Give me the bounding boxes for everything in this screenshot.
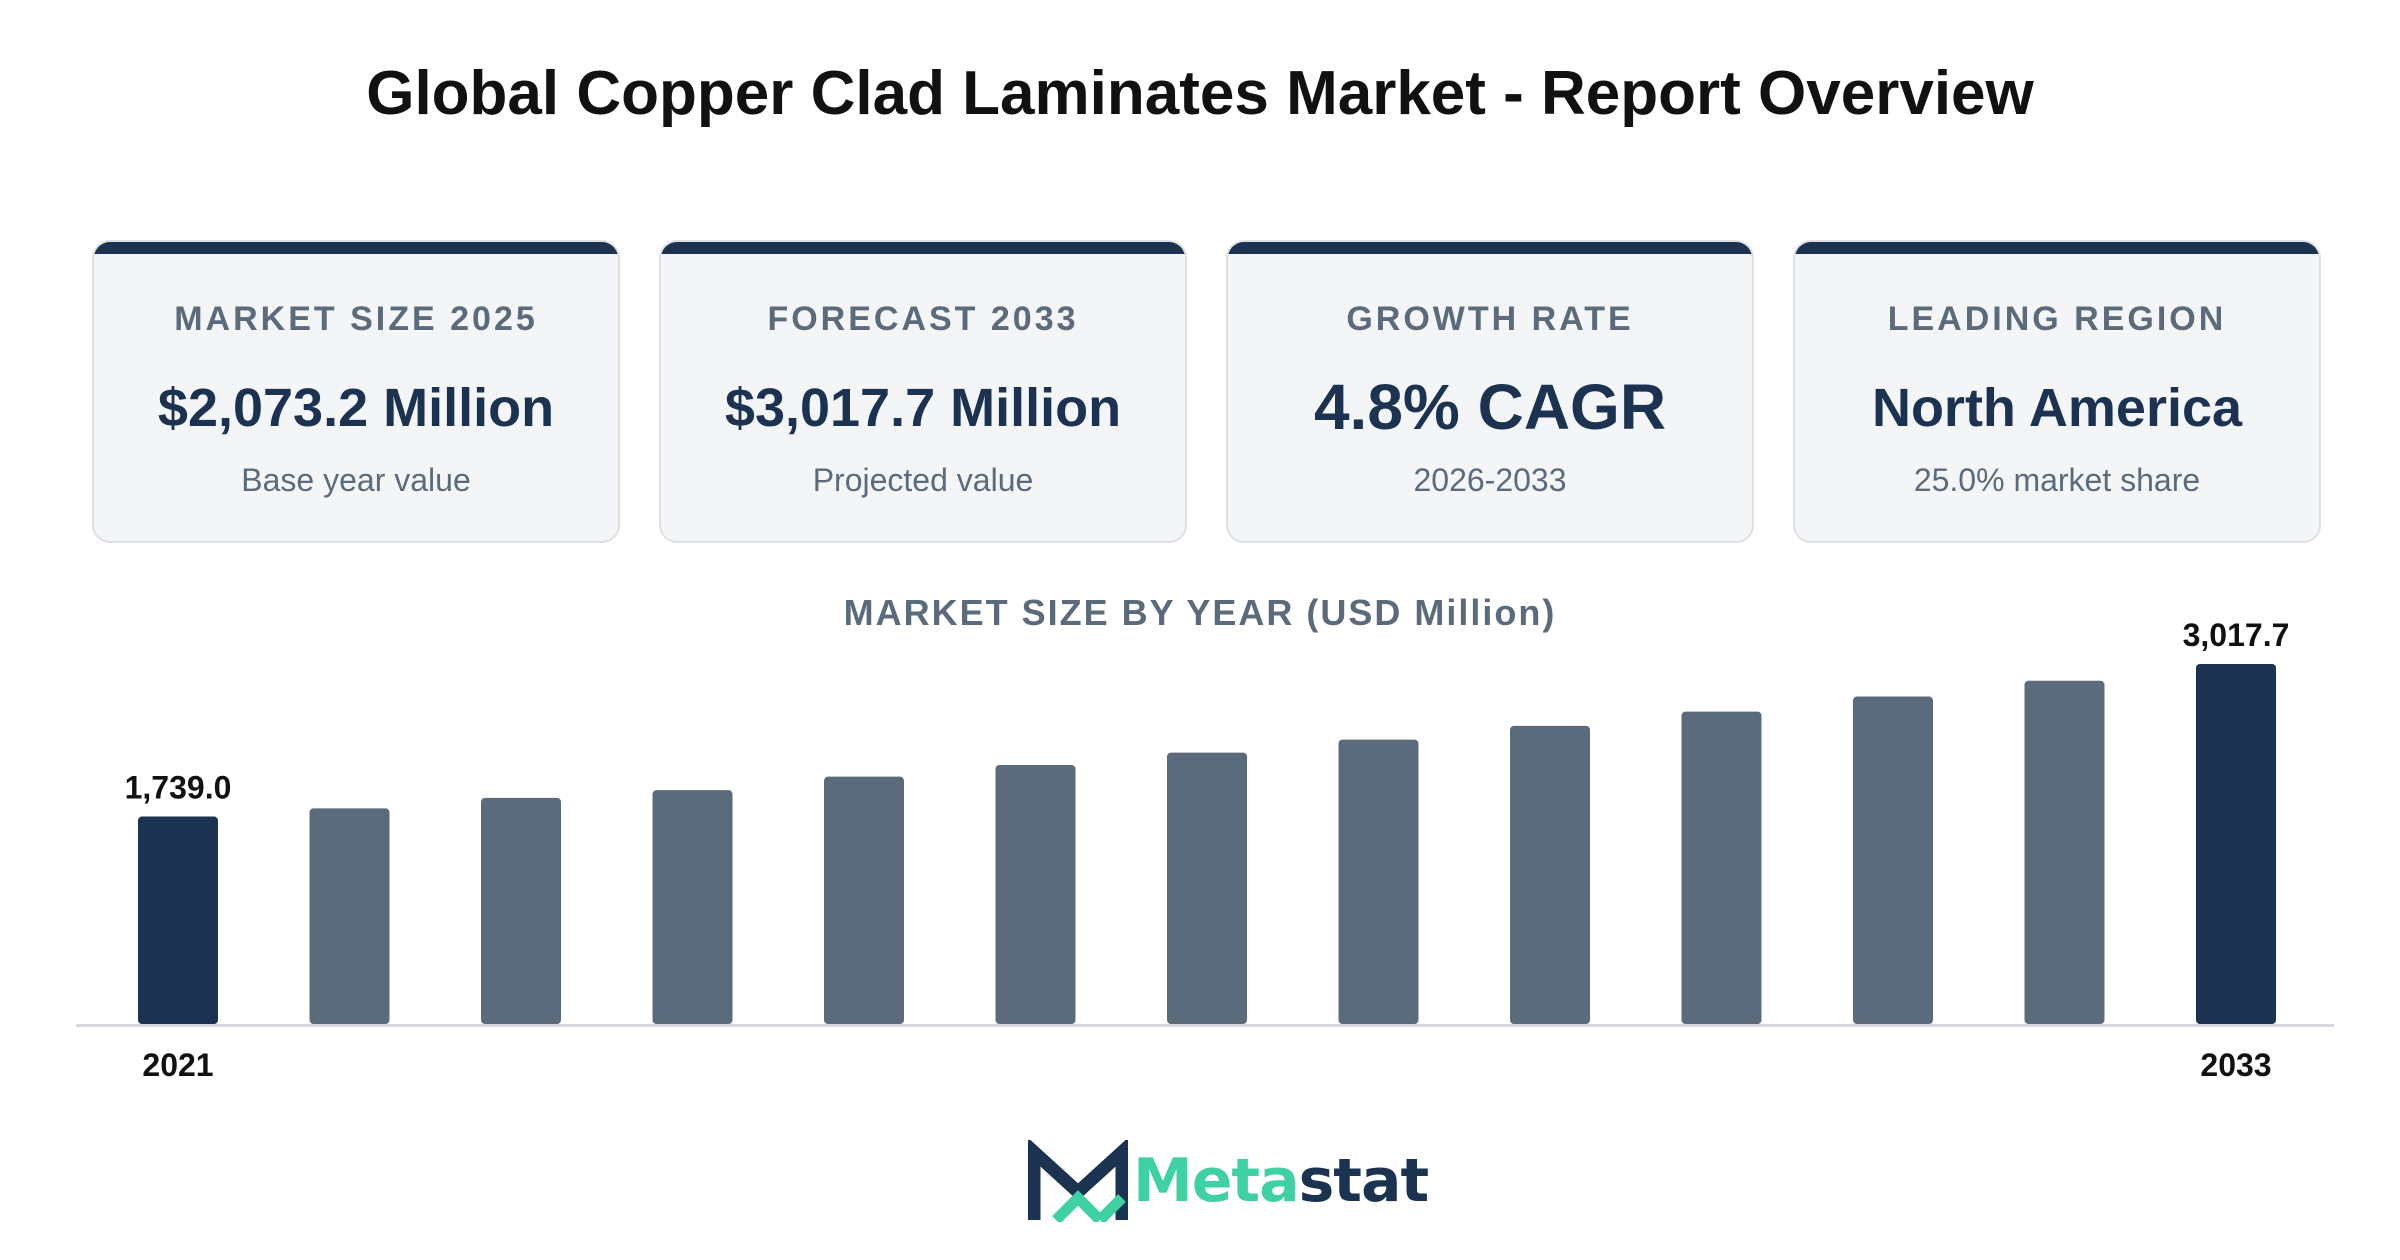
card-value: $3,017.7 Million <box>724 378 1122 438</box>
chart-title: MARKET SIZE BY YEAR (USD Million) <box>843 592 1557 633</box>
logo-word-stat: stat <box>1298 1146 1430 1216</box>
x-tick-label-last: 2033 <box>2200 1047 2271 1083</box>
card-value: 4.8% CAGR <box>1313 371 1667 443</box>
logo-wordmark: Metastat <box>1133 1146 1430 1216</box>
page-title: Global Copper Clad Laminates Market - Re… <box>366 59 2034 128</box>
bar-2024 <box>652 790 733 1024</box>
bar-2031 <box>1853 696 1933 1024</box>
bar-2027 <box>1167 752 1247 1024</box>
bar-2032 <box>2024 680 2105 1024</box>
card-label: GROWTH RATE <box>1346 300 1634 338</box>
card-label: LEADING REGION <box>1887 300 2227 338</box>
card-subtext: Projected value <box>812 462 1034 498</box>
bar-2028 <box>1338 739 1419 1024</box>
metastat-logo-icon <box>1028 1140 1128 1222</box>
card-value: North America <box>1871 378 2243 438</box>
leading-region-card: LEADING REGION North America 25.0% marke… <box>1793 240 2321 543</box>
x-tick-label-first: 2021 <box>142 1047 213 1083</box>
bar-2021 <box>138 816 218 1024</box>
metastat-logo: Metastat <box>1028 1140 1429 1222</box>
card-accent-bar <box>94 242 618 254</box>
bar-2023 <box>481 797 561 1024</box>
growth-rate-card: GROWTH RATE 4.8% CAGR 2026-2033 <box>1226 240 1754 543</box>
card-subtext: 25.0% market share <box>1913 462 2201 498</box>
card-label: MARKET SIZE 2025 <box>174 300 538 338</box>
card-accent-bar <box>661 242 1185 254</box>
data-label-first: 1,739.0 <box>125 770 232 806</box>
kpi-cards: MARKET SIZE 2025 $2,073.2 Million Base y… <box>92 240 2322 543</box>
card-value: $2,073.2 Million <box>157 378 555 438</box>
bar-chart: 1,739.0 3,017.7 2021 2033 <box>76 617 2334 1083</box>
card-subtext: Base year value <box>241 462 471 498</box>
logo-word-meta: Meta <box>1133 1146 1300 1216</box>
bar-2026 <box>995 765 1076 1024</box>
card-accent-bar <box>1228 242 1752 254</box>
bar-2030 <box>1681 711 1762 1024</box>
forecast-card: FORECAST 2033 $3,017.7 Million Projected… <box>659 240 1187 543</box>
card-subtext: 2026-2033 <box>1413 462 1567 498</box>
bar-2025 <box>824 776 904 1024</box>
bar-2033 <box>2196 664 2276 1024</box>
bar-2029 <box>1510 725 1590 1024</box>
card-accent-bar <box>1795 242 2319 254</box>
market-size-card: MARKET SIZE 2025 $2,073.2 Million Base y… <box>92 240 620 543</box>
bar-2022 <box>309 808 390 1024</box>
card-label: FORECAST 2033 <box>767 300 1079 338</box>
data-label-last: 3,017.7 <box>2183 617 2290 653</box>
